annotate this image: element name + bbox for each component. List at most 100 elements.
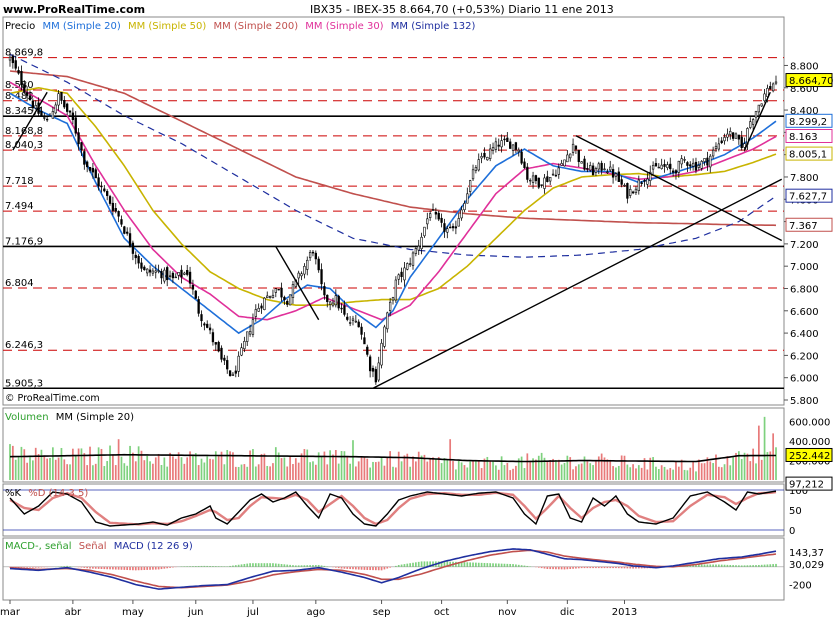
macd-hist-bar — [292, 565, 294, 567]
volume-bar — [72, 448, 74, 480]
volume-bar — [309, 462, 311, 480]
level-label: 6.804 — [5, 278, 34, 289]
macd-hist-bar — [103, 566, 106, 570]
macd-hist-bar — [577, 566, 580, 569]
candle — [48, 115, 52, 117]
macd-hist-bar — [280, 564, 283, 567]
macd-hist-bar — [374, 566, 377, 571]
volume-bar — [226, 449, 229, 480]
macd-hist-bar — [314, 565, 317, 567]
volume-bar — [435, 459, 437, 480]
volume-bar — [114, 465, 117, 480]
level-label: 7.718 — [5, 176, 34, 187]
macd-hist-bar — [569, 566, 572, 569]
macd-hist-bar — [26, 566, 29, 568]
candle — [651, 164, 655, 170]
macd-hist-bar — [397, 564, 400, 567]
candle — [469, 180, 472, 192]
volume-bar — [129, 445, 131, 480]
macd-hist-bar — [232, 565, 234, 567]
candle — [391, 297, 395, 301]
legend-k: %K — [5, 488, 22, 499]
volume-bar — [192, 455, 194, 480]
macd-hist-bar — [212, 566, 214, 567]
volume-bar — [706, 457, 709, 480]
volume-bar — [152, 463, 154, 480]
macd-hist-bar — [552, 566, 554, 570]
macd-hist-bar — [420, 561, 423, 567]
volume-bar — [463, 465, 466, 480]
macd-hist-bar — [609, 566, 612, 569]
candle — [166, 267, 169, 281]
macd-hist-bar — [252, 563, 254, 567]
price-tick-label: 7.000 — [790, 262, 819, 273]
trendline — [275, 246, 320, 321]
volume-bar — [540, 452, 543, 480]
candle — [108, 196, 112, 204]
volume-bar — [160, 464, 163, 480]
candle — [403, 267, 406, 281]
macd-hist-bar — [297, 565, 300, 567]
macd-hist-bar — [695, 564, 697, 567]
volume-bar — [272, 463, 274, 480]
macd-hist-bar — [83, 566, 86, 568]
candle — [414, 248, 418, 254]
candle — [760, 103, 763, 107]
price-tick-label: 6.000 — [790, 374, 819, 385]
macd-hist-bar — [475, 562, 477, 567]
candle — [351, 318, 355, 321]
macd-hist-bar — [363, 566, 366, 570]
price-legend: Precio MM (Simple 20) MM (Simple 50) MM … — [5, 21, 476, 32]
candle — [68, 110, 72, 113]
volume-bar — [306, 449, 309, 480]
macd-hist-bar — [737, 565, 740, 567]
macd-hist-bar — [149, 566, 151, 570]
volume-bar — [543, 457, 546, 480]
volume-bar — [317, 452, 320, 480]
volume-bar — [206, 456, 209, 480]
volume-bar — [172, 456, 174, 480]
volume-bar — [557, 459, 560, 480]
macd-hist-bar — [37, 566, 40, 568]
macd-hist-bar — [203, 565, 206, 567]
candle — [377, 362, 380, 381]
price-tick-label: 8.600 — [790, 84, 819, 95]
macd-hist-bar — [600, 566, 603, 569]
macd-hist-bar — [334, 566, 337, 568]
candle — [354, 320, 357, 323]
macd-hist-bar — [540, 566, 543, 569]
macd-hist-bar — [466, 562, 469, 567]
volume-bar — [689, 467, 692, 480]
month-label: jul — [246, 607, 259, 618]
candle — [426, 218, 429, 225]
candle — [143, 266, 146, 271]
candle — [177, 272, 180, 276]
volume-bar — [480, 468, 483, 480]
candle — [420, 236, 423, 250]
macd-hist-bar — [417, 561, 420, 567]
candle — [454, 226, 458, 229]
macd-hist-bar — [703, 564, 706, 567]
candle — [763, 93, 766, 102]
candle — [446, 228, 449, 233]
macd-hist-bar — [352, 566, 354, 570]
price-badge — [785, 128, 833, 143]
volume-bar — [675, 461, 677, 480]
candle — [320, 269, 323, 285]
candle — [408, 263, 412, 265]
candle — [660, 164, 663, 169]
volume-bar — [489, 460, 492, 480]
candle — [649, 171, 652, 182]
macd-hist-bar — [229, 565, 231, 567]
macd-hist-bar — [214, 566, 217, 567]
volume-bar — [217, 454, 220, 480]
volume-bar — [663, 466, 666, 480]
macd-hist-bar — [383, 566, 386, 570]
macd-hist-bar — [429, 561, 432, 567]
volume-bar — [74, 455, 77, 480]
volume-bar — [703, 463, 706, 480]
volume-bar — [357, 461, 360, 480]
volume-ma-line — [9, 453, 776, 463]
volume-bar — [154, 457, 157, 480]
sma30-line — [9, 81, 777, 321]
